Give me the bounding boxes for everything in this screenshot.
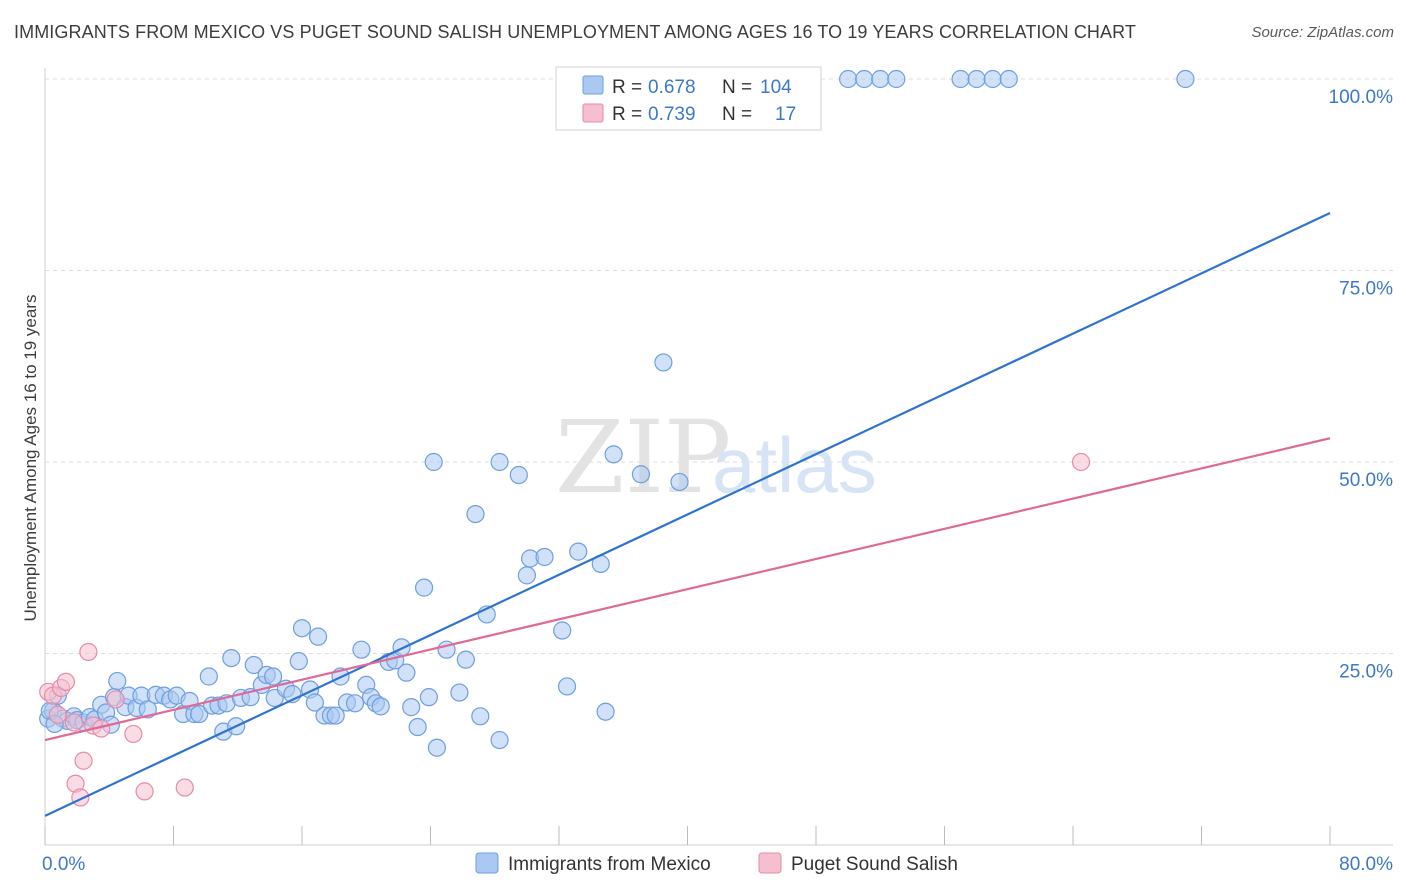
data-point-mexico <box>345 694 365 713</box>
data-point-mexico <box>289 652 308 671</box>
data-point-mexico <box>308 627 328 646</box>
data-point-mexico <box>371 697 390 716</box>
trend-line-mexico <box>44 212 1331 817</box>
data-point-salish <box>1071 452 1091 472</box>
y-tick-labels: 25.0% 50.0% 75.0% 100.0% <box>1329 87 1394 683</box>
data-point-mexico <box>352 640 371 659</box>
y-tick-label: 100.0% <box>1329 87 1394 108</box>
data-point-salish <box>48 705 67 724</box>
data-point-mexico <box>402 698 421 717</box>
bottom-legend-swatch-blue <box>475 852 499 874</box>
grid-lines <box>45 78 1393 654</box>
legend-r-label-2: R = <box>612 104 642 125</box>
data-point-mexico <box>654 353 673 372</box>
data-point-mexico <box>999 69 1018 89</box>
legend-r-label-1: R = <box>612 77 642 98</box>
data-point-salish <box>74 751 93 770</box>
data-point-mexico <box>871 69 890 89</box>
legend-r-value-2: 0.739 <box>648 104 696 125</box>
bottom-legend: Immigrants from Mexico Puget Sound Salis… <box>475 852 958 875</box>
watermark: ZIP atlas <box>555 399 877 516</box>
data-point-mexico <box>305 693 324 712</box>
data-point-mexico <box>292 619 312 638</box>
data-point-salish <box>106 690 125 709</box>
data-point-mexico <box>557 677 577 696</box>
data-point-mexico <box>951 69 970 89</box>
data-point-mexico <box>466 504 485 524</box>
legend: R = 0.678 N = 104 R = 0.739 N = 17 <box>555 66 822 131</box>
data-point-salish <box>135 782 154 801</box>
data-point-mexico <box>222 648 241 668</box>
y-tick-label: 75.0% <box>1339 279 1393 300</box>
legend-n-value-1: 104 <box>760 77 792 98</box>
data-point-mexico <box>424 452 443 472</box>
bottom-legend-swatch-pink <box>758 852 782 874</box>
data-point-mexico <box>535 547 554 567</box>
chart-source: Source: ZipAtlas.com <box>1251 24 1394 41</box>
legend-n-label-2: N = <box>722 104 752 125</box>
data-point-mexico <box>138 700 157 719</box>
series-immigrants-from-mexico <box>39 69 1195 757</box>
data-point-mexico <box>983 69 1002 89</box>
series-puget-sound-salish <box>39 452 1091 807</box>
legend-swatch-pink <box>582 103 604 123</box>
data-point-mexico <box>408 717 427 737</box>
data-point-mexico <box>456 650 475 669</box>
legend-n-value-2: 17 <box>775 104 796 125</box>
data-point-mexico <box>263 667 283 686</box>
data-point-salish <box>79 642 98 662</box>
data-point-mexico <box>190 704 209 724</box>
bottom-legend-label-2: Puget Sound Salish <box>791 854 958 875</box>
data-point-mexico <box>450 683 469 702</box>
data-point-mexico <box>397 663 416 682</box>
data-point-mexico <box>517 566 536 585</box>
data-point-mexico <box>839 69 858 89</box>
legend-n-label-1: N = <box>722 77 752 98</box>
data-point-mexico <box>490 730 509 750</box>
data-point-salish <box>64 713 84 732</box>
data-point-mexico <box>392 638 411 657</box>
data-point-mexico <box>604 445 623 464</box>
data-point-mexico <box>427 738 447 757</box>
data-point-mexico <box>596 702 615 721</box>
data-point-mexico <box>471 707 490 726</box>
x-tick-labels: 0.0% 80.0% <box>42 854 1393 875</box>
data-point-mexico <box>631 465 651 484</box>
data-point-salish <box>56 672 75 691</box>
data-point-mexico <box>326 706 345 725</box>
chart-title: IMMIGRANTS FROM MEXICO VS PUGET SOUND SA… <box>14 22 1136 42</box>
data-point-mexico <box>887 69 906 89</box>
x-tick-label-min: 0.0% <box>42 854 85 875</box>
data-point-mexico <box>490 452 509 472</box>
data-point-mexico <box>967 69 986 89</box>
trend-lines <box>44 212 1331 817</box>
trend-line-salish <box>44 437 1331 742</box>
data-point-mexico <box>855 69 874 89</box>
data-point-mexico <box>1176 69 1195 89</box>
data-point-salish <box>175 778 194 797</box>
data-point-mexico <box>244 655 263 675</box>
data-point-mexico <box>553 621 572 640</box>
data-point-salish <box>124 724 143 744</box>
legend-r-value-1: 0.678 <box>648 77 696 98</box>
watermark-zip: ZIP <box>555 399 731 516</box>
data-point-mexico <box>108 671 127 691</box>
legend-swatch-blue <box>582 75 604 95</box>
y-axis-label: Unemployment Among Ages 16 to 19 years <box>21 295 40 622</box>
data-point-mexico <box>199 667 218 686</box>
data-point-mexico <box>569 542 588 561</box>
data-point-mexico <box>509 465 528 485</box>
y-tick-label: 50.0% <box>1339 470 1393 491</box>
bottom-legend-label-1: Immigrants from Mexico <box>508 854 711 875</box>
y-tick-label: 25.0% <box>1339 662 1393 683</box>
data-point-mexico <box>419 688 438 707</box>
data-point-mexico <box>670 472 689 492</box>
data-point-mexico <box>414 578 434 597</box>
x-tick-label-max: 80.0% <box>1339 854 1393 875</box>
